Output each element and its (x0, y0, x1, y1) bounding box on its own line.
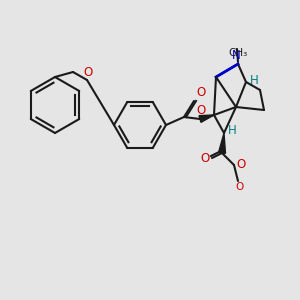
Polygon shape (199, 115, 214, 122)
Text: CH₃: CH₃ (228, 48, 248, 58)
Text: O: O (196, 86, 205, 99)
Text: O: O (83, 66, 93, 79)
Text: H: H (228, 124, 237, 137)
Text: H: H (250, 74, 259, 86)
Text: O: O (235, 182, 243, 192)
Text: O: O (201, 152, 210, 166)
Text: O: O (196, 104, 206, 117)
Polygon shape (218, 133, 226, 153)
Text: N: N (232, 49, 240, 62)
Text: O: O (236, 158, 245, 170)
